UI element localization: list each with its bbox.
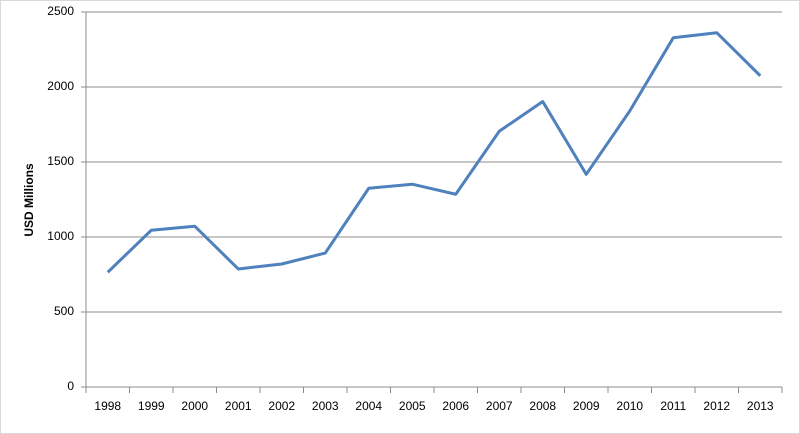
y-tick-label: 2500 (47, 4, 74, 18)
x-tick-label: 2006 (442, 399, 469, 413)
y-tick-label: 500 (54, 304, 74, 318)
x-tick-label: 2010 (616, 399, 643, 413)
x-tick-label: 2013 (747, 399, 774, 413)
x-tick-label: 2008 (529, 399, 556, 413)
y-tick-label: 2000 (47, 79, 74, 93)
x-tick-label: 2000 (181, 399, 208, 413)
x-tick-label: 1998 (94, 399, 121, 413)
x-tick-label: 2003 (312, 399, 339, 413)
y-axis-label: USD Millions (22, 163, 36, 237)
x-tick-label: 2005 (399, 399, 426, 413)
x-tick-label: 2012 (703, 399, 730, 413)
x-tick-label: 1999 (138, 399, 165, 413)
y-tick-label: 1000 (47, 229, 74, 243)
x-tick-label: 2007 (486, 399, 513, 413)
x-tick-label: 2001 (225, 399, 252, 413)
x-tick-label: 2002 (268, 399, 295, 413)
y-tick-label: 1500 (47, 154, 74, 168)
x-tick-label: 2009 (573, 399, 600, 413)
y-tick-label: 0 (67, 379, 74, 393)
x-tick-label: 2004 (355, 399, 382, 413)
x-tick-label: 2011 (660, 399, 686, 413)
data-line (106, 31, 762, 274)
